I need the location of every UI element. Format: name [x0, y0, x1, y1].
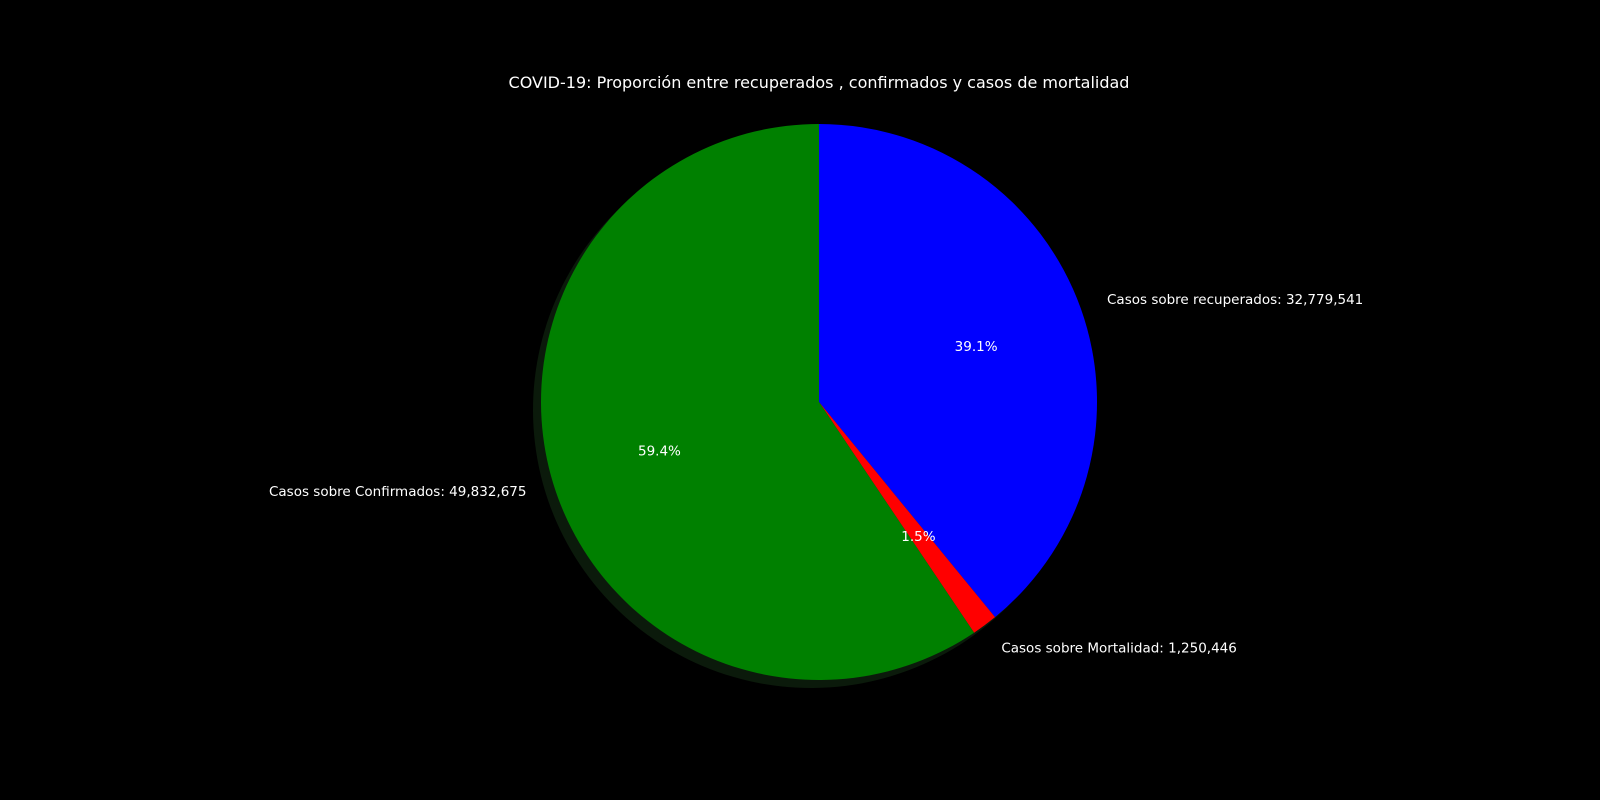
slice-casos-sobre-recuperados	[819, 124, 1098, 618]
pie-labels: 39.1% Casos sobre recuperados: 32,779,541…	[269, 292, 1363, 656]
pie-slices	[541, 124, 1098, 680]
slice-label-casos-sobre-mortalidad: Casos sobre Mortalidad: 1,250,446	[1001, 640, 1237, 656]
percent-label-casos-sobre-recuperados: 39.1%	[955, 339, 998, 355]
chart-title: COVID-19: Proporción entre recuperados ,…	[509, 73, 1130, 92]
percent-label-casos-sobre-mortalidad: 1.5%	[901, 529, 935, 545]
slice-casos-sobre-confirmados	[541, 124, 975, 680]
slice-casos-sobre-mortalidad	[819, 402, 996, 633]
percent-label-casos-sobre-confirmados: 59.4%	[638, 444, 681, 460]
slice-label-casos-sobre-confirmados: Casos sobre Confirmados: 49,832,675	[269, 484, 527, 500]
slice-label-casos-sobre-recuperados: Casos sobre recuperados: 32,779,541	[1107, 292, 1363, 308]
